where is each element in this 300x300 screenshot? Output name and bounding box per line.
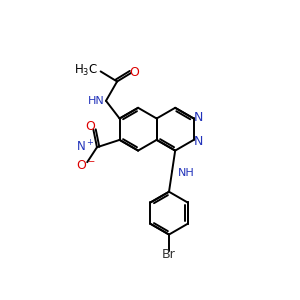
Text: H$_3$C: H$_3$C bbox=[74, 63, 98, 78]
Text: O: O bbox=[85, 120, 95, 133]
Text: HN: HN bbox=[88, 96, 104, 106]
Text: N: N bbox=[194, 110, 203, 124]
Text: O$^-$: O$^-$ bbox=[76, 159, 96, 172]
Text: N$^+$: N$^+$ bbox=[76, 139, 94, 154]
Text: O: O bbox=[130, 66, 140, 79]
Text: NH: NH bbox=[177, 168, 194, 178]
Text: N: N bbox=[194, 135, 203, 148]
Text: Br: Br bbox=[162, 248, 176, 261]
